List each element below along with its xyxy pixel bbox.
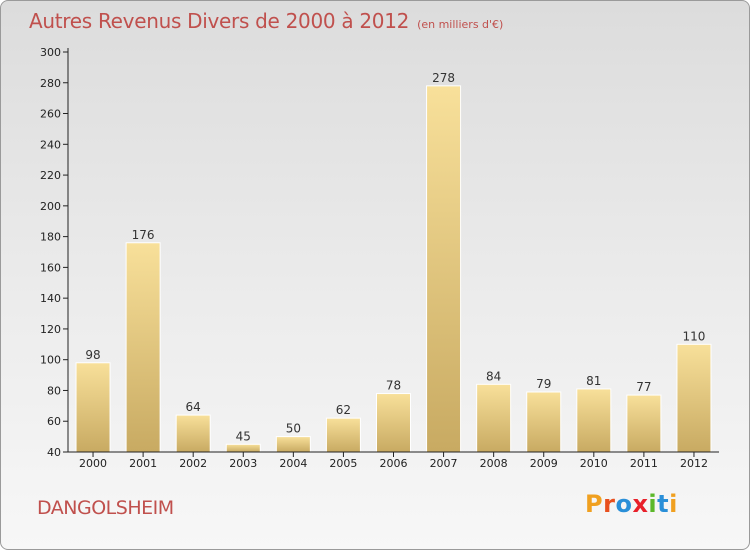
y-tick-label: 280: [40, 77, 61, 90]
value-label-2007: 278: [432, 71, 455, 85]
y-tick-label: 180: [40, 231, 61, 244]
chart-title-text: Autres Revenus Divers de 2000 à 2012: [29, 9, 410, 33]
logo-letter: x: [632, 490, 649, 518]
value-label-2011: 77: [636, 380, 651, 394]
x-tick-label-2003: 2003: [229, 457, 257, 470]
y-tick-label: 40: [47, 446, 61, 459]
logo-letter: i: [648, 490, 658, 518]
value-label-2002: 64: [186, 400, 201, 414]
x-tick-label-2005: 2005: [329, 457, 357, 470]
x-tick-label-2001: 2001: [129, 457, 157, 470]
bar-2010: [576, 388, 612, 453]
logo-letter: o: [615, 490, 633, 518]
y-tick-label: 260: [40, 108, 61, 121]
value-label-2006: 78: [386, 379, 401, 393]
y-tick-label: 100: [40, 354, 61, 367]
bar-2011: [626, 394, 662, 453]
bar-2006: [376, 393, 411, 453]
y-tick-label: 120: [40, 323, 61, 336]
y-tick-label: 200: [40, 200, 61, 213]
y-tick-label: 140: [40, 292, 61, 305]
chart-unit: (en milliers d'€): [417, 18, 504, 31]
value-label-2009: 79: [536, 377, 551, 391]
logo-letter: P: [585, 490, 604, 518]
value-label-2004: 50: [286, 422, 301, 436]
logo-letter: t: [657, 490, 670, 518]
x-tick-label-2004: 2004: [279, 457, 307, 470]
logo-letter: i: [669, 490, 678, 518]
y-tick-label: 80: [47, 384, 61, 397]
x-tick-label-2006: 2006: [380, 457, 408, 470]
bar-2000: [75, 362, 111, 453]
commune-name: DANGOLSHEIM: [37, 497, 174, 519]
logo-letter: r: [603, 490, 616, 518]
y-tick-label: 300: [40, 46, 61, 59]
value-label-2010: 81: [586, 374, 601, 388]
x-tick-label-2002: 2002: [179, 457, 207, 470]
value-label-2003: 45: [236, 429, 251, 443]
x-tick-label-2007: 2007: [430, 457, 458, 470]
value-label-2001: 176: [132, 228, 155, 242]
x-tick-label-2000: 2000: [79, 457, 107, 470]
value-label-2000: 98: [85, 348, 100, 362]
chart-title: Autres Revenus Divers de 2000 à 2012 (en …: [29, 9, 503, 33]
bar-2012: [676, 343, 712, 453]
y-tick-label: 160: [40, 261, 61, 274]
bar-2004: [275, 436, 311, 453]
x-tick-label-2012: 2012: [680, 457, 708, 470]
bar-2008: [476, 383, 512, 453]
y-tick-label: 220: [40, 169, 61, 182]
y-tick-label: 240: [40, 138, 61, 151]
bar-2003: [225, 443, 261, 453]
value-label-2008: 84: [486, 369, 501, 383]
x-tick-label-2010: 2010: [580, 457, 608, 470]
value-label-2012: 110: [683, 329, 706, 343]
bar-2001: [125, 242, 161, 453]
bar-2005: [325, 417, 361, 453]
bar-2009: [526, 391, 562, 453]
bar-2007: [426, 85, 462, 453]
value-label-2005: 62: [336, 403, 351, 417]
x-tick-label-2008: 2008: [480, 457, 508, 470]
y-tick-label: 60: [47, 415, 61, 428]
x-tick-label-2011: 2011: [630, 457, 658, 470]
bar-2002: [175, 414, 211, 453]
x-tick-label-2009: 2009: [530, 457, 558, 470]
proxiti-logo: Proxiti: [585, 490, 678, 518]
